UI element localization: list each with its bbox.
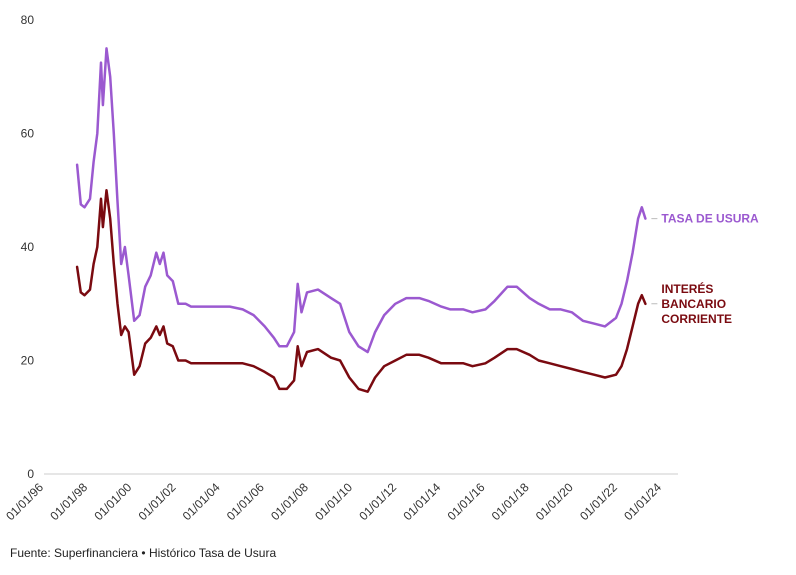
series-label: INTERÉS <box>661 281 713 296</box>
series-label: CORRIENTE <box>661 312 732 326</box>
series-label: BANCARIO <box>661 297 726 311</box>
x-tick-label: 01/01/20 <box>533 480 576 523</box>
x-tick-label: 01/01/08 <box>268 480 311 523</box>
x-tick-label: 01/01/22 <box>577 480 620 523</box>
series-lines <box>75 47 647 393</box>
x-tick-label: 01/01/06 <box>224 480 267 523</box>
series-line-0 <box>75 47 647 354</box>
series-line-1 <box>75 189 647 393</box>
x-tick-label: 01/01/96 <box>3 480 46 523</box>
y-tick-label: 20 <box>21 354 35 368</box>
x-tick-label: 01/01/24 <box>621 480 664 523</box>
y-axis-ticks: 0 20 40 60 80 <box>21 13 35 481</box>
x-tick-label: 01/01/04 <box>180 480 223 523</box>
x-tick-label: 01/01/00 <box>91 480 134 523</box>
y-tick-label: 0 <box>27 467 34 481</box>
series-label: TASA DE USURA <box>661 212 759 226</box>
x-tick-label: 01/01/02 <box>136 480 179 523</box>
x-tick-label: 01/01/10 <box>312 480 355 523</box>
x-tick-label: 01/01/12 <box>356 480 399 523</box>
x-tick-label: 01/01/14 <box>400 480 443 523</box>
source-note: Fuente: Superfinanciera • Histórico Tasa… <box>10 546 277 560</box>
y-tick-label: 60 <box>21 127 35 141</box>
x-tick-label: 01/01/16 <box>445 480 488 523</box>
x-tick-label: 01/01/98 <box>47 480 90 523</box>
y-tick-label: 40 <box>21 240 35 254</box>
x-tick-label: 01/01/18 <box>489 480 532 523</box>
y-tick-label: 80 <box>21 13 35 27</box>
x-axis-ticks: 01/01/96 01/01/98 01/01/00 01/01/02 01/01/04… <box>3 480 664 523</box>
